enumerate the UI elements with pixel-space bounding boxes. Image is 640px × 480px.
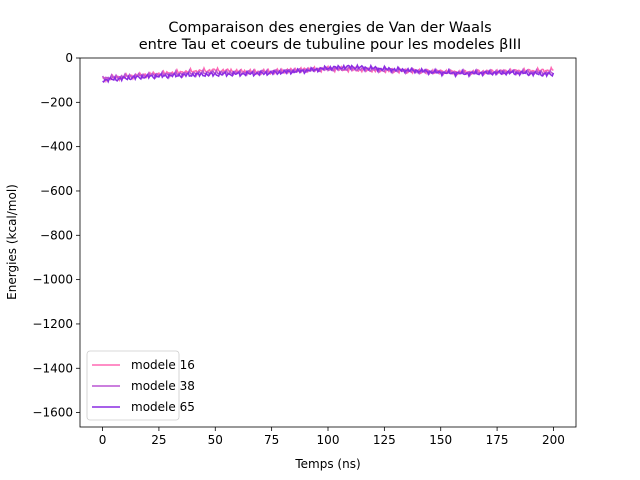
y-tick-label: −1400 — [32, 361, 73, 375]
x-tick-label: 75 — [264, 433, 279, 447]
y-tick-label: 0 — [65, 51, 73, 65]
y-ticks: 0 −200 −400 −600 −800 −1000 −1200 −1400 −1600 — [32, 51, 80, 420]
y-tick-label: −1000 — [32, 273, 73, 287]
y-tick-label: −1600 — [32, 406, 73, 420]
legend-label: modele 16 — [131, 358, 195, 372]
y-tick-label: −1200 — [32, 317, 73, 331]
plot-lines — [101, 63, 555, 84]
legend-label: modele 65 — [131, 400, 195, 414]
x-tick-label: 25 — [151, 433, 166, 447]
x-tick-label: 125 — [373, 433, 396, 447]
series-line-3 — [102, 63, 555, 84]
legend: modele 16 modele 38 modele 65 — [86, 350, 195, 421]
x-tick-label: 0 — [99, 433, 107, 447]
legend-box — [86, 350, 180, 421]
x-tick-label: 100 — [317, 433, 340, 447]
x-tick-label: 200 — [542, 433, 565, 447]
y-tick-label: −800 — [40, 228, 73, 242]
series-line-1 — [102, 64, 554, 84]
series-line-2 — [101, 65, 555, 82]
legend-label: modele 38 — [131, 379, 195, 393]
x-axis-label: Temps (ns) — [294, 457, 360, 471]
x-tick-label: 150 — [429, 433, 452, 447]
chart-title-line-2: entre Tau et coeurs de tubuline pour les… — [139, 37, 521, 53]
x-ticks: 0 25 50 75 100 125 150 175 200 — [99, 427, 565, 447]
y-tick-label: −200 — [40, 95, 73, 109]
y-tick-label: −600 — [40, 184, 73, 198]
x-tick-label: 50 — [208, 433, 223, 447]
x-tick-label: 175 — [486, 433, 509, 447]
chart-title-line-1: Comparaison des energies de Van der Waal… — [168, 20, 491, 36]
y-tick-label: −400 — [40, 140, 73, 154]
y-axis-label: Energies (kcal/mol) — [5, 184, 19, 300]
